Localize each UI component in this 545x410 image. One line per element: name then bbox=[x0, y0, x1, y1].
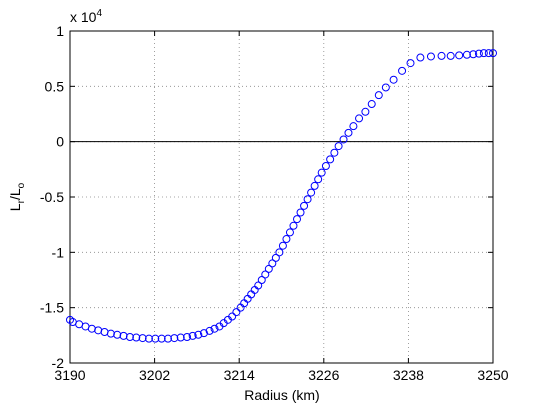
point bbox=[282, 235, 291, 244]
point bbox=[321, 162, 330, 171]
point bbox=[176, 333, 185, 342]
point bbox=[484, 49, 493, 58]
point bbox=[307, 188, 316, 197]
y-tick-label: -1.5 bbox=[40, 300, 64, 316]
y-tick-label: 0 bbox=[56, 134, 64, 150]
point bbox=[367, 100, 376, 109]
point bbox=[326, 155, 335, 164]
point bbox=[361, 107, 370, 116]
point bbox=[381, 83, 390, 92]
y-tick-label: -2 bbox=[52, 355, 65, 371]
y-label-part: /L bbox=[7, 188, 23, 200]
point bbox=[303, 195, 312, 204]
y-multiplier: x 104 bbox=[70, 8, 102, 25]
point bbox=[125, 332, 134, 341]
y-label-sub: r bbox=[16, 199, 27, 203]
point bbox=[339, 135, 348, 144]
point bbox=[446, 51, 455, 60]
x-tick-label: 3214 bbox=[224, 367, 255, 383]
y-multiplier-exponent: 4 bbox=[96, 8, 102, 19]
point bbox=[355, 114, 364, 123]
point bbox=[462, 50, 471, 59]
point bbox=[268, 259, 277, 268]
point bbox=[132, 333, 141, 342]
point bbox=[228, 312, 237, 321]
y-tick-label: -1 bbox=[52, 244, 65, 260]
point bbox=[285, 228, 294, 237]
x-tick-label: 3238 bbox=[393, 367, 424, 383]
point bbox=[300, 201, 309, 210]
point bbox=[188, 331, 197, 340]
point bbox=[232, 308, 241, 317]
point bbox=[119, 331, 128, 340]
point bbox=[210, 324, 219, 333]
y-tick-label: -0.5 bbox=[40, 189, 64, 205]
point bbox=[374, 91, 383, 100]
point bbox=[469, 50, 478, 59]
y-label-sub: o bbox=[16, 182, 27, 188]
point bbox=[113, 330, 122, 339]
point bbox=[199, 329, 208, 338]
point bbox=[170, 334, 179, 343]
point bbox=[349, 122, 358, 131]
point bbox=[205, 326, 214, 335]
point bbox=[275, 248, 284, 257]
point bbox=[278, 241, 287, 250]
point bbox=[455, 51, 464, 60]
point bbox=[257, 276, 266, 284]
point bbox=[344, 128, 353, 137]
x-axis-label: Radius (km) bbox=[244, 387, 319, 403]
point bbox=[489, 49, 497, 58]
point bbox=[310, 181, 319, 190]
point bbox=[398, 66, 407, 75]
x-tick-label: 3226 bbox=[308, 367, 339, 383]
point bbox=[183, 332, 192, 341]
point bbox=[66, 315, 74, 324]
point bbox=[426, 52, 435, 61]
x-tick-label: 3202 bbox=[139, 367, 170, 383]
x-tick-label: 3190 bbox=[54, 367, 85, 383]
x-tick-label: 3250 bbox=[477, 367, 508, 383]
point bbox=[264, 264, 273, 273]
point bbox=[389, 75, 398, 84]
point bbox=[416, 53, 425, 62]
point bbox=[163, 334, 172, 343]
point bbox=[293, 215, 302, 224]
point bbox=[151, 334, 160, 343]
point bbox=[144, 334, 153, 343]
point bbox=[194, 330, 203, 339]
point bbox=[314, 175, 323, 184]
point bbox=[254, 281, 263, 290]
point bbox=[157, 334, 166, 343]
y-axis-label: Lr/Lo bbox=[7, 182, 27, 211]
point bbox=[106, 329, 115, 338]
y-label-part: L bbox=[7, 203, 23, 211]
point bbox=[479, 49, 488, 58]
y-tick-label: 0.5 bbox=[45, 78, 65, 94]
point bbox=[317, 168, 326, 177]
point bbox=[330, 148, 339, 157]
point bbox=[138, 334, 147, 343]
point bbox=[437, 51, 446, 60]
point bbox=[406, 59, 415, 68]
point bbox=[289, 221, 298, 230]
point bbox=[334, 142, 343, 151]
point bbox=[296, 208, 305, 217]
point bbox=[474, 49, 483, 58]
y-tick-label: 1 bbox=[56, 23, 64, 39]
y-multiplier-base: x 10 bbox=[70, 9, 97, 25]
axes-box bbox=[69, 30, 494, 364]
point bbox=[271, 253, 280, 262]
point bbox=[261, 270, 270, 279]
